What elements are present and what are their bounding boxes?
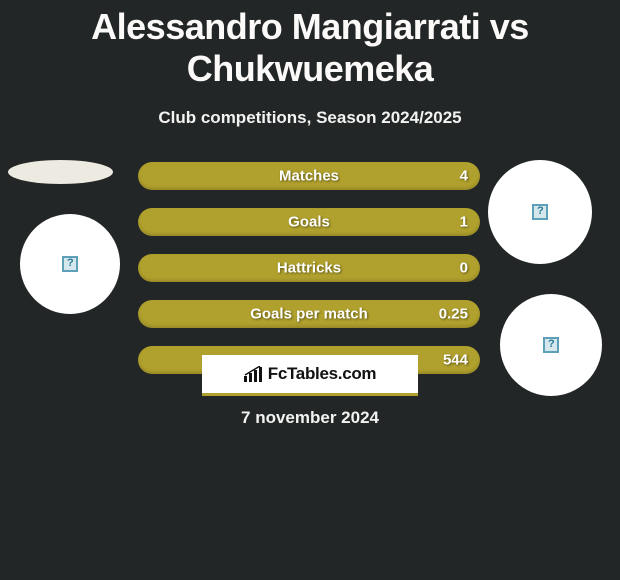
stat-label: Hattricks (277, 260, 341, 277)
stat-bar: Matches 4 (138, 162, 480, 190)
stat-value: 1 (460, 214, 468, 231)
page-title: Alessandro Mangiarrati vs Chukwuemeka (0, 0, 620, 90)
stat-value: 4 (460, 168, 468, 185)
logo-text: FcTables.com (268, 364, 377, 384)
image-placeholder-icon (62, 256, 78, 272)
stat-label: Goals (288, 214, 330, 231)
avatar-left-circle (20, 214, 120, 314)
logo-box: FcTables.com (202, 352, 418, 396)
avatar-left-shadow (8, 160, 113, 184)
stat-value: 0.25 (439, 306, 468, 323)
stat-bar: Hattricks 0 (138, 254, 480, 282)
stat-label: Matches (279, 168, 339, 185)
avatar-right-circle-1 (488, 160, 592, 264)
page-subtitle: Club competitions, Season 2024/2025 (0, 108, 620, 128)
chart-icon (244, 366, 264, 382)
footer-date: 7 november 2024 (0, 408, 620, 428)
avatar-right-circle-2 (500, 294, 602, 396)
image-placeholder-icon (532, 204, 548, 220)
stat-value: 0 (460, 260, 468, 277)
stat-bar: Goals per match 0.25 (138, 300, 480, 328)
stat-label: Goals per match (250, 306, 368, 323)
stat-value: 544 (443, 352, 468, 369)
image-placeholder-icon (543, 337, 559, 353)
stat-bar: Goals 1 (138, 208, 480, 236)
